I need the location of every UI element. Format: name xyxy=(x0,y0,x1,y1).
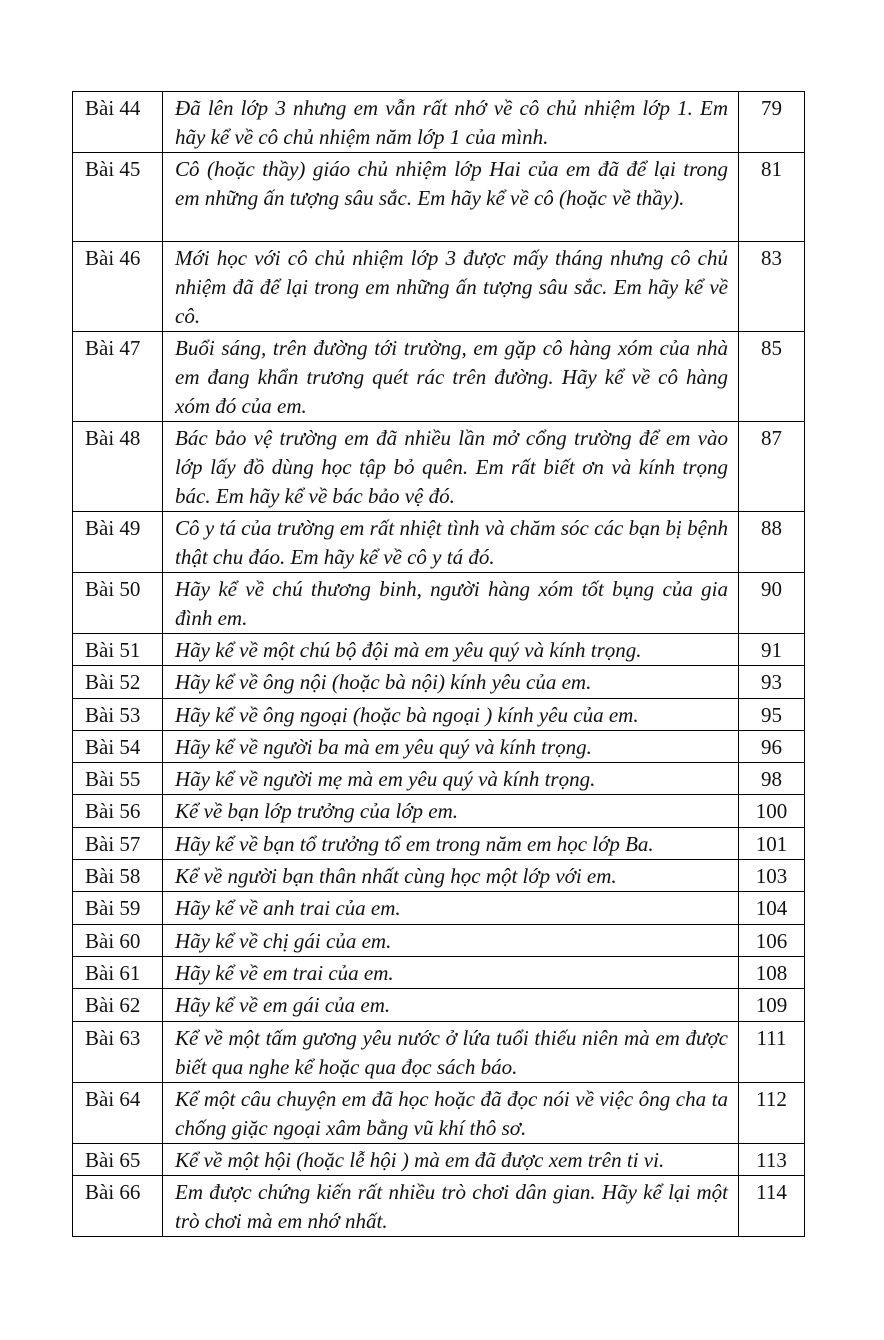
lesson-number: Bài 60 xyxy=(72,924,163,957)
lesson-topic: Hãy kể về chị gái của em. xyxy=(162,924,739,957)
table-row: Bài 53 Hãy kể về ông ngoại (hoặc bà ngoại… xyxy=(72,698,805,731)
lesson-topic: Buổi sáng, trên đường tới trường, em gặp… xyxy=(162,331,739,422)
page-number: 100 xyxy=(738,794,805,828)
lesson-number: Bài 55 xyxy=(72,762,163,795)
page-number: 79 xyxy=(738,91,805,153)
table-row: Bài 64 Kể một câu chuyện em đã học hoặc đ… xyxy=(72,1082,805,1144)
lesson-topic: Bác bảo vệ trường em đã nhiều lần mở cổn… xyxy=(162,421,739,512)
page-number: 101 xyxy=(738,827,805,860)
lesson-number: Bài 59 xyxy=(72,891,163,925)
lesson-topic: Hãy kể về một chú bộ đội mà em yêu quý v… xyxy=(162,633,739,666)
table-row: Bài 52 Hãy kể về ông nội (hoặc bà nội) kí… xyxy=(72,665,805,699)
lesson-topic: Hãy kể về người mẹ mà em yêu quý và kính… xyxy=(162,762,739,795)
lesson-number: Bài 52 xyxy=(72,665,163,699)
lesson-topic: Hãy kể về em gái của em. xyxy=(162,988,739,1022)
lesson-topic: Kể một câu chuyện em đã học hoặc đã đọc … xyxy=(162,1082,739,1144)
lesson-number: Bài 57 xyxy=(72,827,163,860)
table-row: Bài 58 Kể về người bạn thân nhất cùng học… xyxy=(72,859,805,892)
page-number: 87 xyxy=(738,421,805,512)
page-number: 95 xyxy=(738,698,805,731)
table-row: Bài 61 Hãy kể về em trai của em. 108 xyxy=(72,956,805,989)
lesson-number: Bài 47 xyxy=(72,331,163,422)
table-row: Bài 51 Hãy kể về một chú bộ đội mà em yêu… xyxy=(72,633,805,666)
table-row: Bài 49 Cô y tá của trường em rất nhiệt tì… xyxy=(72,511,805,573)
lesson-topic: Kể về một tấm gương yêu nước ở lứa tuổi … xyxy=(162,1021,739,1083)
table-row: Bài 59 Hãy kể về anh trai của em. 104 xyxy=(72,891,805,925)
table-row: Bài 48 Bác bảo vệ trường em đã nhiều lần … xyxy=(72,421,805,512)
page-number: 90 xyxy=(738,572,805,634)
lesson-topic: Hãy kể về chú thương binh, người hàng xó… xyxy=(162,572,739,634)
page-number: 103 xyxy=(738,859,805,892)
page-number: 104 xyxy=(738,891,805,925)
table-row: Bài 62 Hãy kể về em gái của em. 109 xyxy=(72,988,805,1022)
lesson-topic: Hãy kể về bạn tổ trưởng tổ em trong năm … xyxy=(162,827,739,860)
page-number: 81 xyxy=(738,152,805,242)
lesson-topic: Em được chứng kiến rất nhiều trò chơi dâ… xyxy=(162,1175,739,1237)
table-of-contents: Bài 44 Đã lên lớp 3 nhưng em vẫn rất nhớ … xyxy=(72,91,805,1237)
lesson-number: Bài 66 xyxy=(72,1175,163,1237)
lesson-number: Bài 48 xyxy=(72,421,163,512)
lesson-topic: Hãy kể về em trai của em. xyxy=(162,956,739,989)
lesson-number: Bài 53 xyxy=(72,698,163,731)
lesson-number: Bài 58 xyxy=(72,859,163,892)
page-number: 83 xyxy=(738,241,805,332)
table-row: Bài 47 Buổi sáng, trên đường tới trường, … xyxy=(72,331,805,422)
lesson-topic: Mới học với cô chủ nhiệm lớp 3 được mấy … xyxy=(162,241,739,332)
page-number: 91 xyxy=(738,633,805,666)
lesson-number: Bài 63 xyxy=(72,1021,163,1083)
lesson-number: Bài 61 xyxy=(72,956,163,989)
page-number: 88 xyxy=(738,511,805,573)
table-row: Bài 65 Kể về một hội (hoặc lễ hội ) mà em… xyxy=(72,1143,805,1176)
table-row: Bài 63 Kể về một tấm gương yêu nước ở lứa… xyxy=(72,1021,805,1083)
table-row: Bài 44 Đã lên lớp 3 nhưng em vẫn rất nhớ … xyxy=(72,91,805,153)
page-number: 114 xyxy=(738,1175,805,1237)
lesson-topic: Cô y tá của trường em rất nhiệt tình và … xyxy=(162,511,739,573)
page-number: 106 xyxy=(738,924,805,957)
lesson-topic: Hãy kể về người ba mà em yêu quý và kính… xyxy=(162,730,739,763)
table-row: Bài 54 Hãy kể về người ba mà em yêu quý v… xyxy=(72,730,805,763)
table-row: Bài 45 Cô (hoặc thầy) giáo chủ nhiệm lớp … xyxy=(72,152,805,242)
lesson-number: Bài 62 xyxy=(72,988,163,1022)
lesson-topic: Hãy kể về anh trai của em. xyxy=(162,891,739,925)
page-number: 108 xyxy=(738,956,805,989)
lesson-number: Bài 50 xyxy=(72,572,163,634)
page-number: 112 xyxy=(738,1082,805,1144)
page-number: 111 xyxy=(738,1021,805,1083)
lesson-number: Bài 49 xyxy=(72,511,163,573)
lesson-number: Bài 45 xyxy=(72,152,163,242)
lesson-number: Bài 51 xyxy=(72,633,163,666)
lesson-number: Bài 54 xyxy=(72,730,163,763)
lesson-topic: Kể về bạn lớp trưởng của lớp em. xyxy=(162,794,739,828)
table-row: Bài 66 Em được chứng kiến rất nhiều trò c… xyxy=(72,1175,805,1237)
lesson-number: Bài 64 xyxy=(72,1082,163,1144)
page-number: 93 xyxy=(738,665,805,699)
page-number: 85 xyxy=(738,331,805,422)
lesson-number: Bài 56 xyxy=(72,794,163,828)
table-row: Bài 57 Hãy kể về bạn tổ trưởng tổ em tron… xyxy=(72,827,805,860)
lesson-number: Bài 44 xyxy=(72,91,163,153)
lesson-topic: Kể về một hội (hoặc lễ hội ) mà em đã đư… xyxy=(162,1143,739,1176)
lesson-topic: Hãy kể về ông nội (hoặc bà nội) kính yêu… xyxy=(162,665,739,699)
lesson-topic: Kể về người bạn thân nhất cùng học một l… xyxy=(162,859,739,892)
lesson-topic: Cô (hoặc thầy) giáo chủ nhiệm lớp Hai củ… xyxy=(162,152,739,242)
table-row: Bài 56 Kể về bạn lớp trưởng của lớp em. 10… xyxy=(72,794,805,828)
page-number: 113 xyxy=(738,1143,805,1176)
page-number: 96 xyxy=(738,730,805,763)
page-number: 98 xyxy=(738,762,805,795)
table-row: Bài 50 Hãy kể về chú thương binh, người h… xyxy=(72,572,805,634)
lesson-topic: Hãy kể về ông ngoại (hoặc bà ngoại ) kín… xyxy=(162,698,739,731)
page-number: 109 xyxy=(738,988,805,1022)
lesson-number: Bài 46 xyxy=(72,241,163,332)
lesson-topic: Đã lên lớp 3 nhưng em vẫn rất nhớ về cô … xyxy=(162,91,739,153)
toc-body: Bài 44 Đã lên lớp 3 nhưng em vẫn rất nhớ … xyxy=(72,91,805,1237)
table-row: Bài 60 Hãy kể về chị gái của em. 106 xyxy=(72,924,805,957)
lesson-number: Bài 65 xyxy=(72,1143,163,1176)
table-row: Bài 46 Mới học với cô chủ nhiệm lớp 3 đượ… xyxy=(72,241,805,332)
table-row: Bài 55 Hãy kể về người mẹ mà em yêu quý v… xyxy=(72,762,805,795)
